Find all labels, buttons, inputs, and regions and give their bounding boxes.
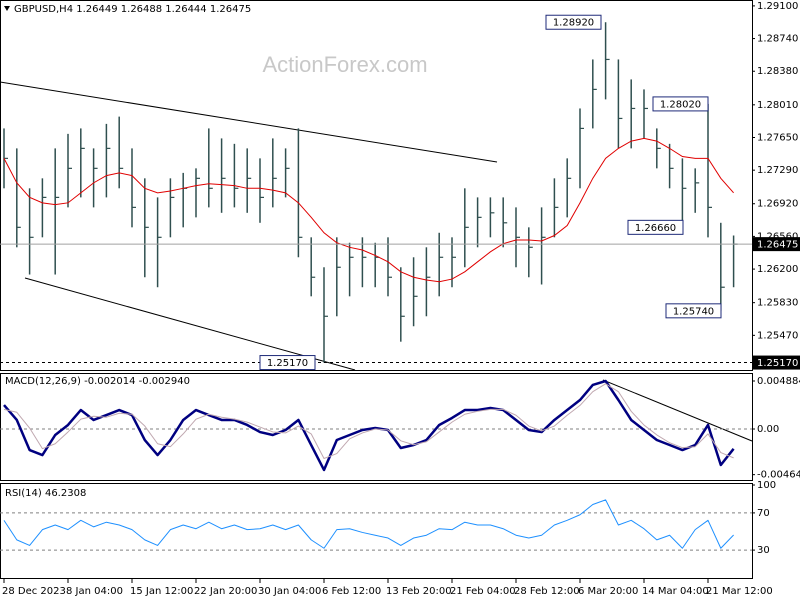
- annotation-label: 1.25170: [267, 358, 308, 369]
- annotation-label: 1.28020: [660, 99, 701, 110]
- chart-title: GBPUSD,H4 1.26449 1.26488 1.26444 1.2647…: [14, 4, 251, 15]
- annotation-box: [652, 96, 709, 112]
- annotation-box: [259, 355, 316, 371]
- x-tick-label: 6 Feb 12:00: [322, 586, 381, 597]
- trend-line: [24, 277, 356, 371]
- y-tick-label: 30: [757, 545, 770, 556]
- y-tick-label: 1.27290: [757, 165, 798, 176]
- macd-panel: [0, 373, 753, 481]
- price-marker-label: 1.26475: [757, 240, 798, 251]
- x-tick-label: 8 Jan 04:00: [66, 586, 123, 597]
- y-tick-label: 1.27650: [757, 132, 798, 143]
- y-tick-label: 1.28740: [757, 34, 798, 45]
- annotation-box: [545, 14, 602, 30]
- x-tick-label: 14 Mar 04:00: [642, 586, 709, 597]
- indicator-title: RSI(14) 46.2308: [5, 488, 86, 499]
- annotation-label: 1.28920: [553, 18, 594, 29]
- y-tick-label: 100: [757, 480, 776, 491]
- x-tick-label: 13 Feb 20:00: [386, 586, 452, 597]
- x-tick-label: 28 Feb 12:00: [514, 586, 580, 597]
- x-tick-label: 28 Dec 2023: [2, 586, 66, 597]
- y-tick-label: -0.004645: [757, 470, 800, 481]
- series-line: [3, 499, 734, 549]
- y-tick-label: 1.28380: [757, 66, 798, 77]
- y-tick-label: 1.25470: [757, 330, 798, 341]
- price-panel: [0, 0, 753, 371]
- y-tick-label: 0.00: [757, 424, 779, 435]
- y-tick-label: 1.28010: [757, 100, 798, 111]
- y-tick-label: 1.29100: [757, 1, 798, 12]
- watermark: ActionForex.com: [262, 52, 427, 77]
- y-tick-label: 1.26920: [757, 199, 798, 210]
- x-tick-label: 30 Jan 04:00: [258, 586, 321, 597]
- rsi-panel: [0, 483, 753, 579]
- symbol-icon: [4, 6, 10, 11]
- series-line: [3, 383, 734, 459]
- x-tick-label: 21 Feb 04:00: [450, 586, 516, 597]
- annotation-label: 1.26660: [635, 223, 676, 234]
- annotation-label: 1.25740: [673, 306, 714, 317]
- moving-average: [3, 137, 734, 283]
- price-marker-box: [753, 355, 800, 370]
- price-marker-label: 1.25170: [757, 358, 798, 369]
- y-tick-label: 1.26560: [757, 231, 798, 242]
- indicator-title: MACD(12,26,9) -0.002014 -0.002940: [5, 376, 190, 387]
- x-tick-label: 15 Jan 12:00: [130, 586, 193, 597]
- y-tick-label: 1.26200: [757, 264, 798, 275]
- y-tick-label: 0.004884: [757, 376, 800, 387]
- x-tick-label: 6 Mar 20:00: [578, 586, 638, 597]
- trend-line: [602, 379, 753, 442]
- x-tick-label: 21 Mar 12:00: [706, 586, 773, 597]
- y-tick-label: 70: [757, 508, 770, 519]
- price-marker-box: [753, 237, 800, 252]
- series-line: [3, 379, 735, 472]
- annotation-box: [665, 303, 722, 319]
- x-tick-label: 22 Jan 20:00: [194, 586, 257, 597]
- annotation-box: [627, 219, 684, 235]
- trend-line: [0, 81, 498, 163]
- y-tick-label: 1.25830: [757, 298, 798, 309]
